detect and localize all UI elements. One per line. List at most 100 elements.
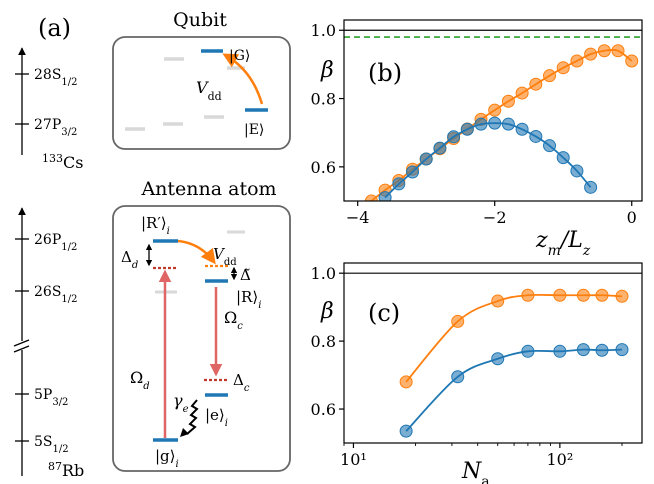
- data-point: [474, 117, 488, 131]
- label-delta-c: Δc: [233, 371, 250, 394]
- panel-c-axes-frame: [343, 262, 643, 444]
- series-line: [405, 293, 623, 383]
- qubit-E-label: |E⟩: [244, 122, 264, 138]
- label-Rprime: |R′⟩i: [141, 214, 170, 237]
- data-point: [488, 103, 502, 117]
- data-point: [595, 343, 609, 357]
- data-point: [515, 122, 529, 136]
- data-point: [529, 77, 543, 91]
- data-point: [406, 165, 420, 179]
- cs-level-ladder: 28S1/2 27P3/2 133Cs: [15, 47, 83, 173]
- panel-b-ticks: −4 −2 0 0.6 0.8 1.0: [311, 21, 637, 227]
- data-point: [529, 129, 543, 143]
- antenna-title: Antenna atom: [140, 178, 276, 200]
- panel-c-ticks: 10¹ 10² 0.6 0.8 1.0: [311, 264, 623, 469]
- x-tick-label: −2: [483, 208, 507, 227]
- data-point: [521, 288, 535, 302]
- data-point: [501, 94, 515, 108]
- data-point: [378, 191, 392, 201]
- data-point: [584, 180, 598, 194]
- data-point: [451, 370, 465, 384]
- x-tick-label: 10²: [546, 450, 573, 469]
- rb-level-5p: 5P3/2: [34, 387, 68, 408]
- rb-level-5s: 5S1/2: [34, 434, 69, 455]
- panel-b-label: (b): [368, 59, 402, 87]
- data-point: [553, 344, 567, 358]
- y-tick-label: 0.8: [311, 90, 336, 109]
- label-omega-c: Ωc: [224, 308, 243, 332]
- label-antenna-vdd: Vdd: [213, 245, 237, 268]
- panel-c-label: (c): [368, 299, 400, 327]
- panel-a-label: (a): [38, 14, 71, 42]
- qubit-G-label: |G⟩: [229, 48, 250, 64]
- data-point: [521, 344, 535, 358]
- data-point: [556, 61, 570, 75]
- data-point: [501, 117, 515, 131]
- data-point: [570, 54, 584, 68]
- data-point: [595, 288, 609, 302]
- data-point: [576, 288, 590, 302]
- series-line: [370, 48, 633, 201]
- cs-element-label: 133Cs: [42, 152, 83, 173]
- gamma-e-wavy-arrow: [186, 399, 199, 435]
- data-point: [556, 151, 570, 165]
- data-point: [419, 152, 433, 166]
- data-point: [488, 116, 502, 130]
- label-g: |g⟩i: [155, 447, 179, 470]
- label-delta-d: Δd: [121, 248, 138, 271]
- series-line: [384, 122, 592, 199]
- data-point: [615, 289, 629, 303]
- qubit-box: |G⟩ |E⟩ Vdd: [112, 36, 291, 150]
- data-point: [584, 47, 598, 61]
- label-delta-tilde: Δ̃: [240, 266, 251, 284]
- y-tick-label: 0.6: [311, 158, 336, 177]
- panel-c-xlabel: Na: [461, 459, 490, 484]
- data-point: [625, 54, 639, 68]
- label-gamma-e: γe: [173, 391, 189, 415]
- panel-b-reference-lines: [344, 29, 642, 38]
- data-point: [611, 44, 625, 58]
- data-point: [543, 139, 557, 153]
- panel-b-ylabel: β: [320, 58, 334, 83]
- qubit-vdd-label: Vdd: [196, 78, 222, 103]
- rb-element-label: 87Rb: [48, 460, 84, 481]
- data-point: [399, 424, 413, 438]
- data-point: [392, 177, 406, 191]
- label-R: |R⟩i: [236, 288, 261, 311]
- data-point: [515, 86, 529, 100]
- data-point: [399, 375, 413, 389]
- y-tick-label: 0.8: [311, 332, 336, 351]
- panel-c-chart: 10¹ 10² 0.6 0.8 1.0 (c) β Na: [311, 262, 643, 484]
- data-point: [553, 288, 567, 302]
- qubit-title: Qubit: [173, 9, 227, 31]
- rb-level-26s: 26S1/2: [34, 284, 78, 305]
- panel-b-xlabel: zm/Lz: [535, 228, 591, 259]
- data-point: [364, 194, 378, 201]
- panel-c-series: [399, 288, 629, 438]
- data-point: [491, 294, 505, 308]
- panel-a: (a) 28S1/2 27P3/2 133Cs 26P1/2 26S1/2 5P…: [13, 9, 291, 481]
- data-point: [447, 130, 461, 144]
- data-point: [491, 352, 505, 366]
- data-point: [570, 164, 584, 178]
- antenna-vdd-arrow: [177, 239, 216, 265]
- rb-level-26p: 26P1/2: [34, 232, 77, 253]
- x-tick-label: 0: [627, 208, 637, 227]
- panel-c-ylabel: β: [320, 299, 334, 324]
- panel-b-chart: −4 −2 0 0.6 0.8 1.0 (b) β zm/Lz: [311, 19, 643, 259]
- label-e: |e⟩i: [205, 406, 228, 429]
- data-point: [576, 343, 590, 357]
- y-tick-label: 0.6: [311, 400, 336, 419]
- qubit-vdd-arrow: [222, 53, 264, 105]
- data-point: [451, 314, 465, 328]
- cs-level-27p: 27P3/2: [34, 117, 77, 138]
- data-point: [615, 343, 629, 357]
- x-tick-label: 10¹: [340, 450, 367, 469]
- x-tick-label: −4: [346, 208, 370, 227]
- antenna-box: |R′⟩i |R⟩i |e⟩i |g⟩i Δd Δc Δ̃ Vdd Ωd Ωc …: [112, 205, 291, 472]
- panel-b-series: [364, 44, 639, 201]
- rb-level-ladder: 26P1/2 26S1/2 5P3/2 5S1/2 87Rb: [13, 207, 84, 481]
- data-point: [597, 44, 611, 58]
- cs-level-28s: 28S1/2: [34, 67, 78, 88]
